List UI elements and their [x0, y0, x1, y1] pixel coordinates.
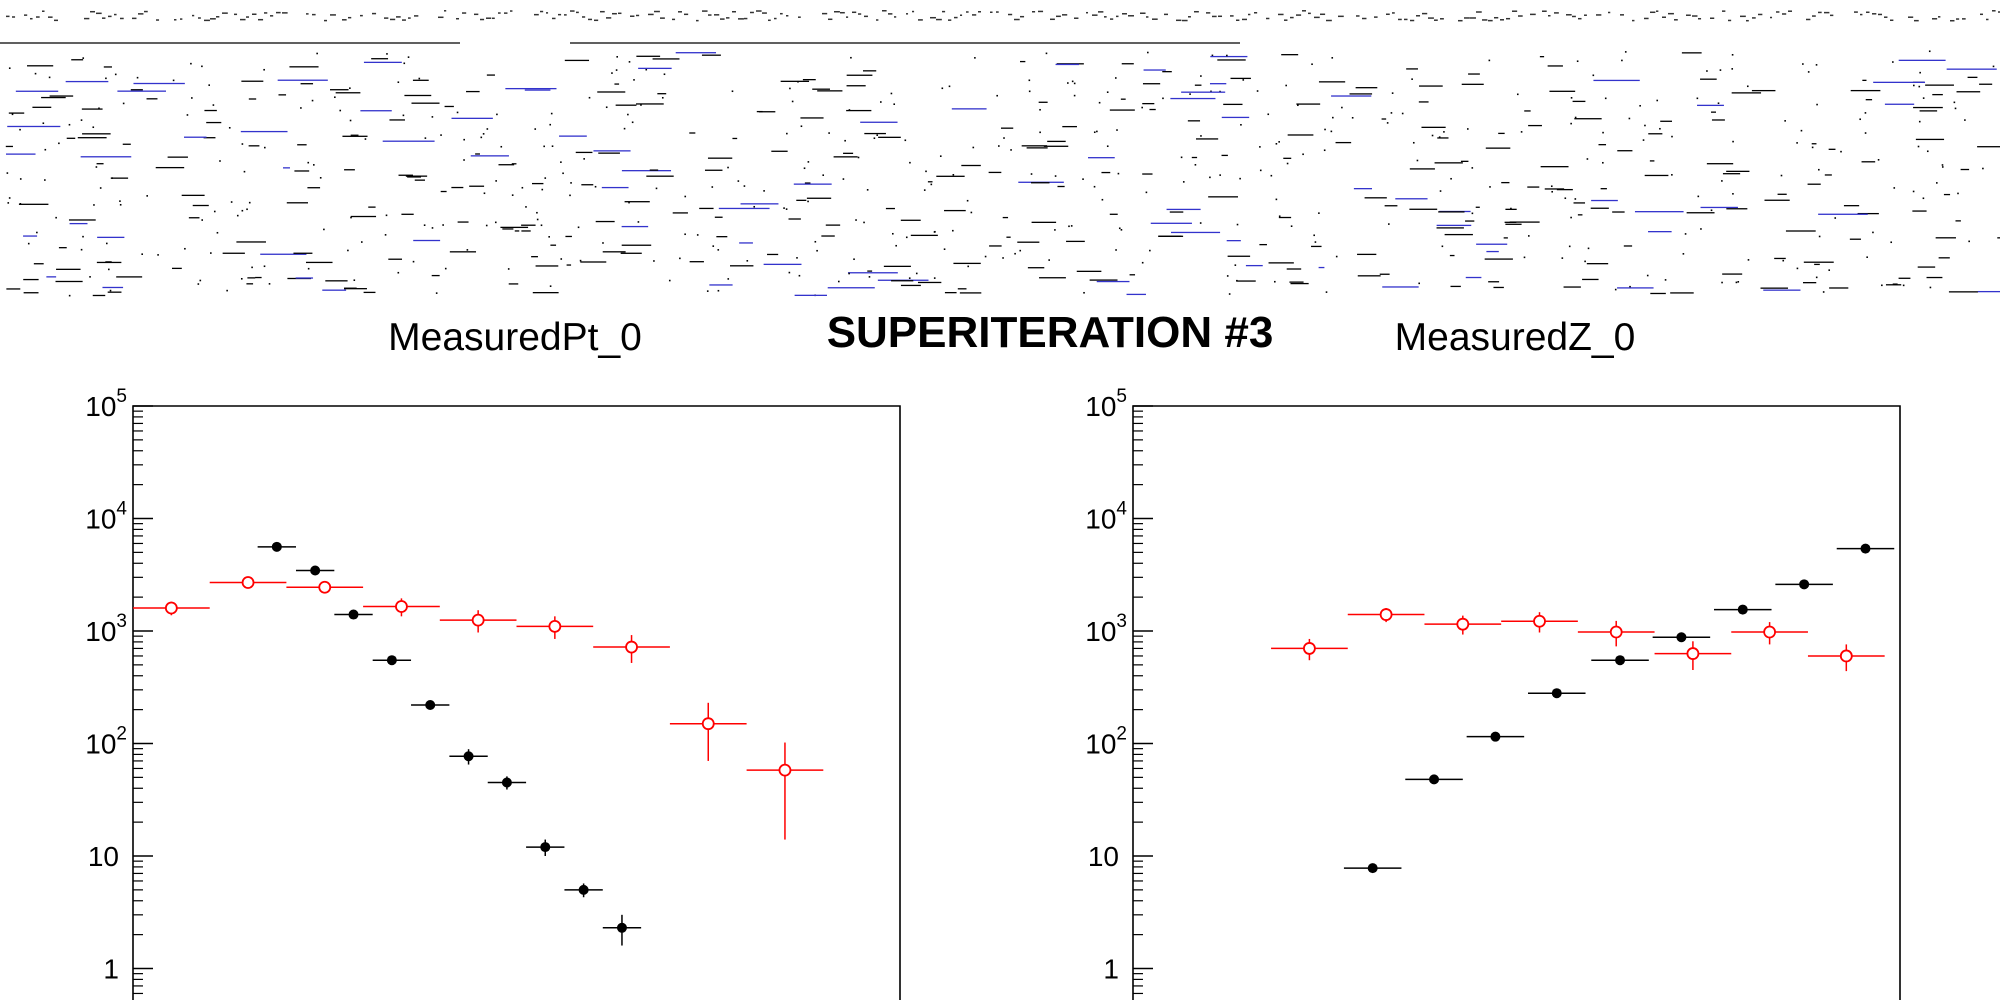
y-axis-z: [1133, 405, 1153, 995]
y-tick-label: 104: [85, 499, 127, 535]
data-point: [411, 699, 450, 710]
y-tick-label: 1: [1103, 954, 1119, 985]
cropped-previous-plots-strip: [0, 10, 2000, 297]
y-tick-label: 10: [88, 841, 119, 872]
data-point: [593, 635, 670, 663]
series-z-measured: [1271, 608, 1885, 672]
data-point: [363, 598, 440, 617]
data-point: [1343, 863, 1402, 874]
chart-title-pt: MeasuredPt_0: [388, 316, 642, 359]
data-point: [1528, 688, 1586, 699]
data-point: [526, 839, 565, 856]
data-point: [1731, 622, 1808, 645]
data-point: [1652, 632, 1711, 643]
y-tick-label: 104: [1085, 499, 1127, 535]
y-tick-label: 105: [85, 386, 127, 422]
y-tick-label: 1: [103, 954, 119, 985]
data-point: [372, 655, 412, 666]
chart-title-z: MeasuredZ_0: [1395, 316, 1636, 359]
data-point: [1424, 615, 1502, 635]
plot-frame-z: [1132, 405, 1901, 1000]
data-point: [1807, 644, 1885, 672]
data-point: [1347, 608, 1425, 623]
data-point: [1591, 655, 1649, 666]
data-point: [1405, 774, 1463, 785]
data-point: [602, 914, 642, 946]
data-point: [439, 610, 517, 633]
series-z-reco: [1343, 543, 1895, 874]
y-axis-pt: [133, 405, 153, 995]
data-point: [1836, 543, 1895, 554]
data-point: [1654, 641, 1732, 671]
page-title: SUPERITERATION #3: [827, 308, 1274, 357]
data-point: [1714, 604, 1772, 615]
data-point: [286, 580, 364, 594]
data-point: [295, 565, 335, 576]
data-point: [1501, 612, 1578, 633]
data-point: [746, 742, 824, 840]
series-pt-reco: [257, 541, 642, 946]
data-point: [1466, 731, 1525, 742]
data-point: [257, 541, 296, 552]
data-point: [564, 883, 603, 898]
data-point: [1271, 638, 1348, 661]
data-point: [133, 601, 210, 616]
data-point: [669, 702, 747, 761]
data-point: [1577, 620, 1655, 647]
data-point: [209, 576, 287, 589]
data-point: [334, 609, 373, 620]
data-point: [516, 616, 594, 639]
series-pt-measured: [133, 576, 824, 840]
data-point: [1775, 579, 1833, 590]
y-tick-label: 10: [1088, 841, 1119, 872]
data-point: [487, 776, 527, 790]
y-tick-label: 102: [1085, 724, 1127, 760]
y-tick-label: 103: [85, 611, 127, 647]
plot-frame-pt: [132, 405, 901, 1000]
y-tick-label: 103: [1085, 611, 1127, 647]
y-tick-label: 105: [1085, 386, 1127, 422]
data-point: [449, 749, 488, 765]
y-tick-label: 102: [85, 724, 127, 760]
